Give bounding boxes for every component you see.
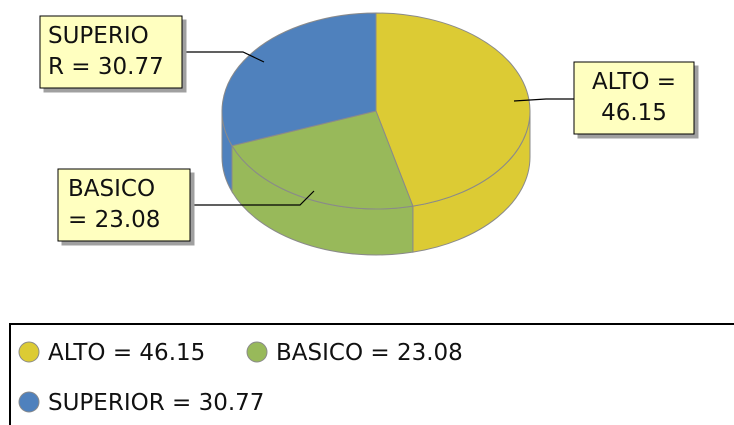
callout-label-superior-line1: SUPERIO xyxy=(48,23,149,49)
legend: ALTO = 46.15 BASICO = 23.08 SUPERIOR = 30.… xyxy=(9,323,734,425)
callout-box-superior xyxy=(39,15,183,89)
legend-item-alto: ALTO = 46.15 xyxy=(18,340,205,366)
legend-label-superior: SUPERIOR = 30.77 xyxy=(48,390,264,416)
callout-label-basico-line2: = 23.08 xyxy=(68,207,160,233)
slice-alto xyxy=(375,12,531,207)
legend-item-basico: BASICO = 23.08 xyxy=(246,340,463,366)
leader-line-superior xyxy=(182,51,265,63)
legend-label-alto: ALTO = 46.15 xyxy=(48,340,205,366)
callout-box-alto xyxy=(573,61,695,135)
callout-label-superior-line2: R = 30.77 xyxy=(48,54,164,80)
callout-box-basico xyxy=(57,168,191,242)
callout-basico: BASICO = 23.08 xyxy=(57,168,315,242)
callout-label-alto-line1: ALTO = xyxy=(592,69,676,95)
legend-swatch-basico xyxy=(246,341,268,363)
legend-swatch-alto xyxy=(18,341,40,363)
callouts: ALTO = 46.15 BASICO = 23.08 SUPERIO R = 30.7… xyxy=(39,15,695,242)
leader-line-alto xyxy=(513,98,574,102)
legend-swatch-superior xyxy=(18,391,40,413)
legend-label-basico: BASICO = 23.08 xyxy=(276,340,463,366)
pie-3d xyxy=(221,12,531,256)
callout-label-basico-line1: BASICO xyxy=(68,176,155,202)
legend-frame xyxy=(9,323,734,425)
callout-superior: SUPERIO R = 30.77 xyxy=(39,15,265,89)
callout-label-alto-line2: 46.15 xyxy=(601,100,667,126)
callout-alto: ALTO = 46.15 xyxy=(513,61,695,135)
leader-line-basico xyxy=(190,190,315,206)
legend-item-superior: SUPERIOR = 30.77 xyxy=(18,390,264,416)
slice-basico xyxy=(231,110,414,210)
